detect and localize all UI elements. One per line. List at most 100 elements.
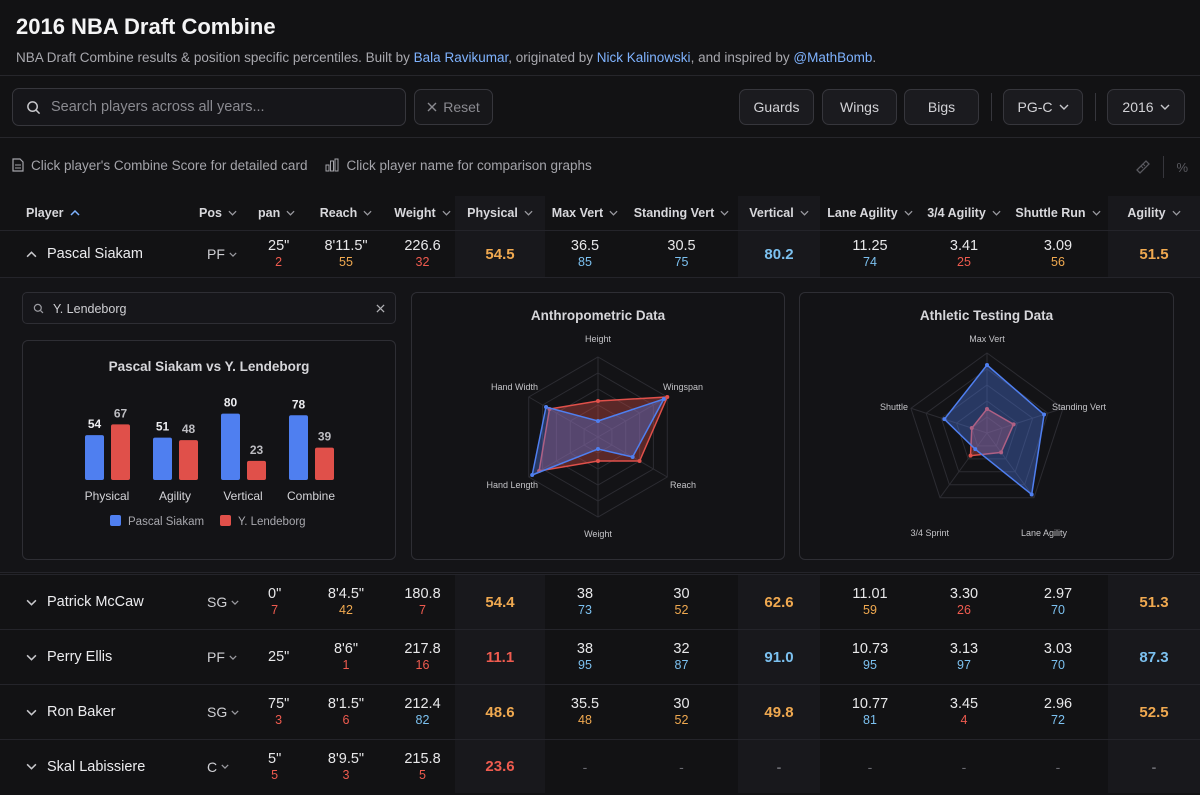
player-name-cell[interactable]: Perry Ellis <box>26 630 186 684</box>
reach-value: 8'1.5" <box>327 696 365 713</box>
player-name[interactable]: Pascal Siakam <box>47 246 143 262</box>
position-cell[interactable]: SG <box>190 575 250 629</box>
page-header: 2016 NBA Draft Combine NBA Draft Combine… <box>0 0 1200 76</box>
physical-score-cell[interactable]: 54.4 <box>455 575 545 629</box>
vertical-score-cell[interactable]: 80.2 <box>738 231 820 277</box>
search-input[interactable] <box>51 89 391 125</box>
col-three-quarter-agility[interactable]: 3/4 Agility <box>920 196 1008 230</box>
col-wingspan[interactable]: pan <box>258 196 302 230</box>
col-reach[interactable]: Reach <box>302 196 390 230</box>
wings-button[interactable]: Wings <box>822 89 897 125</box>
table-row[interactable]: Ron Baker SG 75" 3 8'1.5" 6 212.4 82 48.6 35.5 48 3… <box>0 684 1200 739</box>
col-label: Max Vert <box>551 206 604 220</box>
vertical-score[interactable]: 62.6 <box>764 593 794 611</box>
agility-score-cell[interactable]: - <box>1108 740 1200 793</box>
agility-score-cell[interactable]: 52.5 <box>1108 685 1200 739</box>
position-select[interactable]: PG-C <box>1003 89 1083 125</box>
position-cell[interactable]: C <box>190 740 250 793</box>
player-name-cell[interactable]: Patrick McCaw <box>26 575 186 629</box>
physical-score[interactable]: 48.6 <box>485 703 515 721</box>
player-name[interactable]: Skal Labissiere <box>47 758 146 775</box>
vertical-score-cell[interactable]: 91.0 <box>738 630 820 684</box>
close-icon[interactable] <box>376 304 385 313</box>
player-name-cell[interactable]: Pascal Siakam <box>26 231 186 277</box>
reset-button[interactable]: Reset <box>414 89 493 125</box>
chevron-down-icon[interactable] <box>26 763 37 770</box>
col-physical[interactable]: Physical <box>455 196 545 230</box>
col-pos[interactable]: Pos <box>190 196 250 230</box>
agility-score[interactable]: 87.3 <box>1139 648 1169 666</box>
col-standing-vert[interactable]: Standing Vert <box>625 196 738 230</box>
player-search[interactable] <box>12 88 406 126</box>
originator-link[interactable]: Nick Kalinowski <box>596 50 691 65</box>
table-row[interactable]: Pascal Siakam PF 25" 2 8'11.5" 55 226.6 32 54.5 3… <box>0 230 1200 277</box>
player-name-cell[interactable]: Skal Labissiere <box>26 740 186 793</box>
col-agility[interactable]: Agility <box>1108 196 1200 230</box>
inspiration-link[interactable]: @MathBomb <box>793 50 873 65</box>
agility-score[interactable]: 52.5 <box>1139 703 1169 721</box>
bar-value-label: 48 <box>182 422 196 436</box>
table-row[interactable]: Perry Ellis PF 25" 8'6" 1 217.8 16 11.1 38 95 32 87… <box>0 629 1200 684</box>
agility-score-cell[interactable]: 51.5 <box>1108 231 1200 277</box>
weight-percentile: 82 <box>415 713 430 728</box>
physical-score-cell[interactable]: 23.6 <box>455 740 545 793</box>
player-name[interactable]: Ron Baker <box>47 704 116 720</box>
three-quarter-agility-percentile: 26 <box>957 603 971 618</box>
compare-search[interactable]: Y. Lendeborg <box>22 292 396 324</box>
player-name[interactable]: Perry Ellis <box>47 649 113 665</box>
chevron-down-icon[interactable] <box>26 654 37 661</box>
radar-label: Height <box>585 334 612 344</box>
col-player[interactable]: Player <box>26 196 146 230</box>
chevron-down-icon <box>800 210 809 216</box>
vertical-score-cell[interactable]: 49.8 <box>738 685 820 739</box>
agility-score[interactable]: 51.5 <box>1139 245 1169 263</box>
physical-score[interactable]: 54.5 <box>485 245 515 263</box>
col-lane-agility[interactable]: Lane Agility <box>820 196 920 230</box>
agility-score[interactable]: 51.3 <box>1139 593 1169 611</box>
physical-score[interactable]: 11.1 <box>485 648 515 666</box>
vertical-score[interactable]: 91.0 <box>764 648 794 666</box>
ruler-icon[interactable] <box>1135 159 1151 175</box>
bigs-button[interactable]: Bigs <box>904 89 979 125</box>
col-shuttle-run[interactable]: Shuttle Run <box>1008 196 1108 230</box>
agility-score-cell[interactable]: 87.3 <box>1108 630 1200 684</box>
year-select[interactable]: 2016 <box>1107 89 1185 125</box>
chevron-up-icon[interactable] <box>26 250 37 258</box>
lane-agility-percentile: 81 <box>863 713 877 728</box>
col-max-vert[interactable]: Max Vert <box>545 196 625 230</box>
col-weight[interactable]: Weight <box>390 196 455 230</box>
vertical-score-cell[interactable]: - <box>738 740 820 793</box>
reach-value: 8'9.5" <box>327 750 365 767</box>
player-name-cell[interactable]: Ron Baker <box>26 685 186 739</box>
author-link[interactable]: Bala Ravikumar <box>413 50 509 65</box>
physical-score-cell[interactable]: 48.6 <box>455 685 545 739</box>
chevron-down-icon <box>229 654 237 660</box>
chevron-down-icon[interactable] <box>26 709 37 716</box>
agility-score[interactable]: - <box>1151 758 1157 775</box>
table-row[interactable]: Patrick McCaw SG 0" 7 8'4.5" 42 180.8 7 54.4 38 73… <box>0 574 1200 629</box>
vertical-score[interactable]: 80.2 <box>764 245 794 263</box>
physical-score[interactable]: 23.6 <box>485 758 515 775</box>
chevron-down-icon <box>992 210 1001 216</box>
position-cell[interactable]: PF <box>190 231 250 277</box>
col-vertical[interactable]: Vertical <box>738 196 820 230</box>
position-cell[interactable]: SG <box>190 685 250 739</box>
physical-score[interactable]: 54.4 <box>485 593 515 611</box>
bar-value-label: 51 <box>156 420 170 434</box>
vertical-score[interactable]: 49.8 <box>764 703 794 721</box>
agility-score-cell[interactable]: 51.3 <box>1108 575 1200 629</box>
reach-percentile: 42 <box>339 603 353 618</box>
radar-point <box>1029 492 1034 497</box>
guards-button[interactable]: Guards <box>739 89 814 125</box>
vertical-score[interactable]: - <box>776 758 782 775</box>
table-row[interactable]: Skal Labissiere C 5" 5 8'9.5" 3 215.8 5 23.6- - - -… <box>0 739 1200 793</box>
physical-score-cell[interactable]: 11.1 <box>455 630 545 684</box>
percent-toggle[interactable]: % <box>1176 159 1188 175</box>
reach-cell: 8'4.5" 42 <box>302 575 390 629</box>
shuttle-run-value: 2.97 <box>1043 586 1073 603</box>
vertical-score-cell[interactable]: 62.6 <box>738 575 820 629</box>
player-name[interactable]: Patrick McCaw <box>47 594 144 610</box>
physical-score-cell[interactable]: 54.5 <box>455 231 545 277</box>
position-cell[interactable]: PF <box>190 630 250 684</box>
chevron-down-icon[interactable] <box>26 599 37 606</box>
